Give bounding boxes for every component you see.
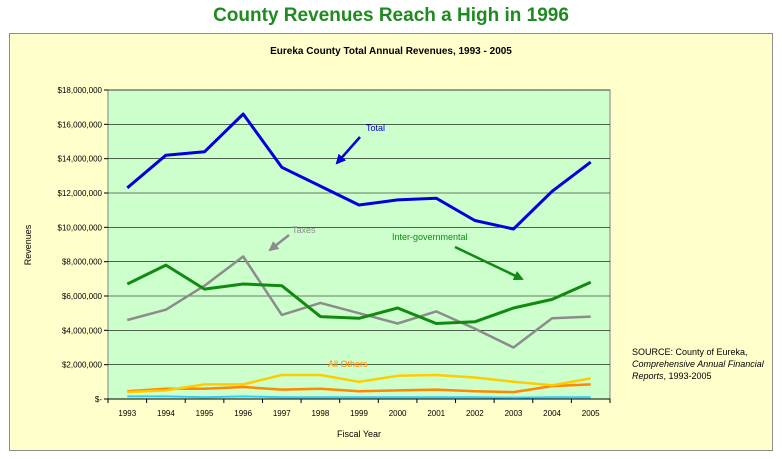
annotation-label: All Others (328, 359, 368, 369)
x-tick-label: 2002 (466, 409, 484, 418)
y-axis-label: Revenues (23, 224, 33, 265)
annotations: Total Taxes Inter-governmental All Others (268, 123, 524, 369)
annotation-label: Taxes (292, 225, 316, 235)
x-tick-label: 1993 (118, 409, 136, 418)
series-lines (126, 112, 592, 399)
y-tick-label: $4,000,000 (62, 326, 103, 335)
annotation-arrow (454, 245, 524, 281)
y-tick-label: $8,000,000 (62, 258, 103, 267)
x-tick-label: 1999 (350, 409, 368, 418)
x-tick-label: 1995 (196, 409, 214, 418)
x-tick-label: 1994 (157, 409, 175, 418)
source-note: SOURCE: County of Eureka, Comprehensive … (632, 346, 772, 382)
y-tick-label: $12,000,000 (58, 189, 103, 198)
y-tick-label: $- (95, 395, 102, 404)
y-tick-label: $18,000,000 (58, 86, 103, 95)
y-tick-label: $14,000,000 (58, 155, 103, 164)
series-line-taxes (126, 255, 591, 349)
x-tick-label: 2005 (582, 409, 600, 418)
series-line-unlabeled (127, 395, 591, 399)
gridlines (108, 89, 610, 365)
x-tick-label: 1996 (234, 409, 252, 418)
axes: $- $2,000,000 $4,000,000 $6,000,000 $8,000,0… (58, 86, 611, 418)
x-axis-label: Fiscal Year (337, 429, 381, 439)
plot-area (107, 89, 611, 400)
x-tick-label: 1997 (273, 409, 291, 418)
x-tick-label: 2004 (543, 409, 561, 418)
chart-title: Eureka County Total Annual Revenues, 199… (270, 46, 512, 57)
y-tick-label: $10,000,000 (58, 223, 103, 232)
y-tick-label: $6,000,000 (62, 292, 103, 301)
series-line-total (126, 112, 592, 231)
y-tick-label: $16,000,000 (58, 120, 103, 129)
page-title: County Revenues Reach a High in 1996 (213, 5, 569, 26)
annotation-arrow (268, 234, 290, 252)
x-tick-label: 2000 (389, 409, 407, 418)
x-tick-label: 2003 (505, 409, 523, 418)
series-line-inter-governmental (126, 263, 592, 325)
annotation-label: Inter-governmental (392, 232, 468, 242)
source-line1: SOURCE: County of Eureka, (632, 347, 748, 357)
source-years: , 1993-2005 (663, 371, 712, 381)
x-tick-label: 1998 (311, 409, 329, 418)
source-publication: Comprehensive Annual Financial Reports (632, 359, 764, 381)
x-tick-label: 2001 (427, 409, 445, 418)
y-tick-label: $2,000,000 (62, 361, 103, 370)
series-line-all-others (127, 383, 591, 394)
series-line-unlabeled (127, 373, 591, 394)
annotation-label: Total (366, 123, 385, 133)
annotation-arrow (335, 136, 361, 165)
